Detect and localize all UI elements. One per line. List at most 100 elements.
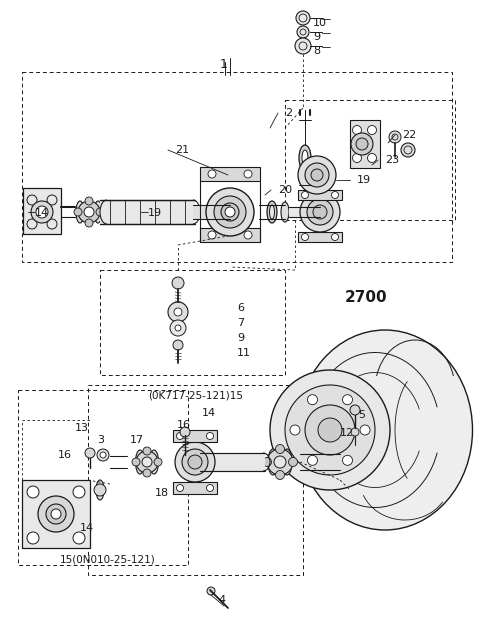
Circle shape xyxy=(97,449,109,461)
Circle shape xyxy=(31,201,53,223)
Text: (0K717-25-121)15: (0K717-25-121)15 xyxy=(148,390,243,400)
Text: 23: 23 xyxy=(385,155,399,165)
Bar xyxy=(200,453,265,471)
Bar xyxy=(285,100,455,220)
Bar xyxy=(88,385,303,575)
Circle shape xyxy=(38,496,74,532)
Bar xyxy=(100,200,195,224)
Circle shape xyxy=(244,170,252,178)
Text: 8: 8 xyxy=(313,46,320,56)
Text: 16: 16 xyxy=(177,420,191,430)
Circle shape xyxy=(244,231,252,239)
Text: 21: 21 xyxy=(175,145,189,155)
Circle shape xyxy=(175,325,181,331)
Circle shape xyxy=(332,192,338,199)
Bar xyxy=(298,232,342,242)
Circle shape xyxy=(311,169,323,181)
Circle shape xyxy=(288,458,298,466)
Circle shape xyxy=(51,509,61,519)
Text: 18: 18 xyxy=(155,488,169,498)
Text: 14: 14 xyxy=(202,408,216,418)
Bar xyxy=(23,188,61,234)
Circle shape xyxy=(295,38,311,54)
Bar xyxy=(100,270,285,375)
Circle shape xyxy=(301,233,309,240)
Circle shape xyxy=(343,456,352,465)
Circle shape xyxy=(350,405,360,415)
Circle shape xyxy=(351,428,359,436)
Bar xyxy=(200,228,260,242)
Circle shape xyxy=(74,208,82,216)
Circle shape xyxy=(143,447,151,455)
Circle shape xyxy=(332,233,338,240)
Circle shape xyxy=(298,156,336,194)
Bar xyxy=(18,390,188,565)
Bar xyxy=(173,430,217,442)
Circle shape xyxy=(300,192,340,232)
Circle shape xyxy=(307,199,333,225)
Circle shape xyxy=(207,587,215,595)
Circle shape xyxy=(221,203,239,221)
Text: 20: 20 xyxy=(278,185,292,195)
Bar xyxy=(173,482,217,494)
Circle shape xyxy=(352,153,361,162)
Bar xyxy=(200,167,260,181)
Circle shape xyxy=(308,395,317,404)
Text: 14: 14 xyxy=(35,208,49,218)
Circle shape xyxy=(84,207,94,217)
Circle shape xyxy=(85,448,95,458)
Text: 9: 9 xyxy=(237,333,244,343)
Text: 1: 1 xyxy=(220,58,228,71)
Circle shape xyxy=(301,192,309,199)
Circle shape xyxy=(174,308,182,316)
Circle shape xyxy=(356,138,368,150)
Ellipse shape xyxy=(302,150,308,166)
Circle shape xyxy=(206,484,214,491)
Circle shape xyxy=(27,532,39,544)
Text: 16: 16 xyxy=(58,450,72,460)
Circle shape xyxy=(136,451,158,473)
Circle shape xyxy=(214,196,246,228)
Circle shape xyxy=(143,469,151,477)
Circle shape xyxy=(188,455,202,469)
Ellipse shape xyxy=(96,480,104,500)
Text: 19: 19 xyxy=(148,208,162,218)
Circle shape xyxy=(368,153,376,162)
Circle shape xyxy=(94,484,106,496)
Bar xyxy=(22,72,452,262)
Text: 19: 19 xyxy=(357,175,371,185)
Circle shape xyxy=(313,205,327,219)
Circle shape xyxy=(297,26,309,38)
Bar xyxy=(350,120,380,168)
Ellipse shape xyxy=(267,201,277,223)
Bar xyxy=(193,205,230,219)
Circle shape xyxy=(296,11,310,25)
Circle shape xyxy=(308,456,317,465)
Circle shape xyxy=(154,458,162,466)
Circle shape xyxy=(352,125,361,134)
Circle shape xyxy=(206,433,214,440)
Ellipse shape xyxy=(135,450,144,474)
Text: 5: 5 xyxy=(358,410,365,420)
Ellipse shape xyxy=(269,205,275,219)
Circle shape xyxy=(267,449,293,475)
Ellipse shape xyxy=(298,330,472,530)
Text: 6: 6 xyxy=(237,303,244,313)
Circle shape xyxy=(274,456,286,468)
Circle shape xyxy=(290,425,300,435)
Circle shape xyxy=(177,484,183,491)
Text: 11: 11 xyxy=(237,348,251,358)
Circle shape xyxy=(96,208,104,216)
Circle shape xyxy=(180,427,190,437)
Text: 13: 13 xyxy=(75,423,89,433)
Circle shape xyxy=(168,302,188,322)
Circle shape xyxy=(276,445,285,454)
Text: 4: 4 xyxy=(218,595,225,605)
Text: 9: 9 xyxy=(313,32,320,42)
Circle shape xyxy=(73,486,85,498)
Circle shape xyxy=(351,133,373,155)
Ellipse shape xyxy=(268,449,278,475)
Circle shape xyxy=(389,131,401,143)
Circle shape xyxy=(225,207,235,217)
Circle shape xyxy=(263,458,272,466)
